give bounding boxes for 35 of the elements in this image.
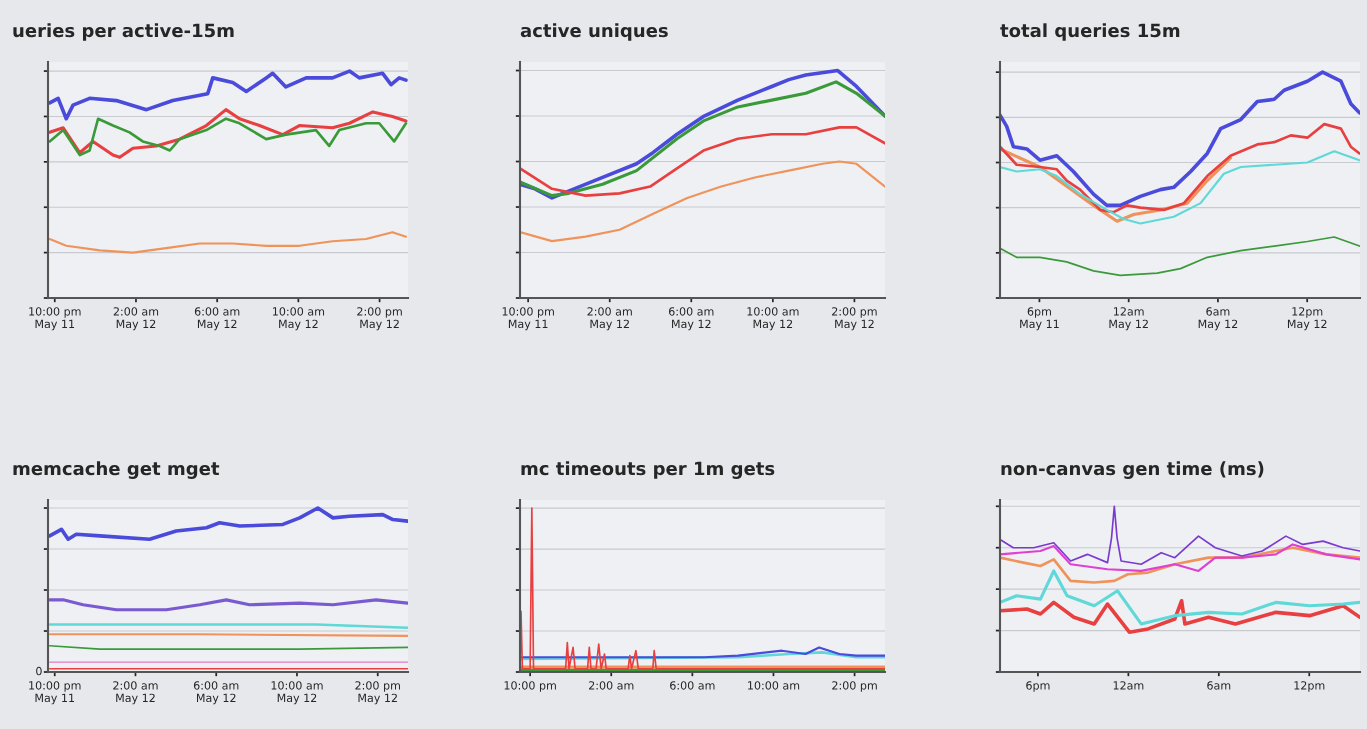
x-tick-label: 6am May 12 [1198,307,1238,331]
x-tick-label: 2:00 pm May 12 [357,307,402,331]
x-tick-label: 6:00 am May 12 [193,681,239,705]
x-tick-label: 10:00 pm [504,681,556,692]
chart-title: mc timeouts per 1m gets [521,461,775,479]
x-tick-label: 12am May 12 [1109,307,1148,331]
x-tick-label: 10:00 am May 12 [273,307,325,331]
x-tick-label: 2:00 am [589,681,634,690]
x-tick-label: 10:00 pm May 11 [502,307,554,331]
x-tick-label: 6:00 am [670,681,715,690]
chart-title: total queries 15m [1000,23,1180,41]
text: 0 [36,666,42,676]
x-tick-label: 2:00 am May 12 [113,681,158,705]
x-tick-label: 12am [1113,681,1144,690]
x-tick-label: 6pm May 11 [1020,307,1059,331]
x-tick-label: 6am [1207,681,1231,690]
x-tick-label: 6:00 am May 12 [669,307,714,331]
chart-title: ueries per active-15m [13,23,234,41]
x-tick-label: 2:00 pm [832,681,877,692]
x-tick-label: 10:00 am May 12 [271,681,323,705]
x-tick-label: 10:00 am May 12 [747,307,799,331]
x-tick-label: 10:00 pm May 11 [29,681,81,705]
x-tick-label: 10:00 pm May 11 [29,307,81,331]
x-tick-label: 2:00 pm May 12 [832,307,877,331]
x-tick-label: 12pm May 12 [1287,307,1327,331]
x-tick-label: 2:00 am May 12 [113,307,159,331]
x-tick-label: 6:00 am May 12 [194,307,240,331]
x-tick-label: 6pm [1026,681,1050,692]
x-tick-label: 2:00 am May 12 [587,307,632,331]
chart-title: memcache get mget [13,461,220,479]
x-tick-label: 10:00 am [748,681,800,690]
x-tick-label: 2:00 pm May 12 [355,681,400,705]
chart-title: non-canvas gen time (ms) [1001,461,1264,479]
chart-title: active uniques [520,23,668,41]
x-tick-label: 12pm [1294,681,1325,692]
